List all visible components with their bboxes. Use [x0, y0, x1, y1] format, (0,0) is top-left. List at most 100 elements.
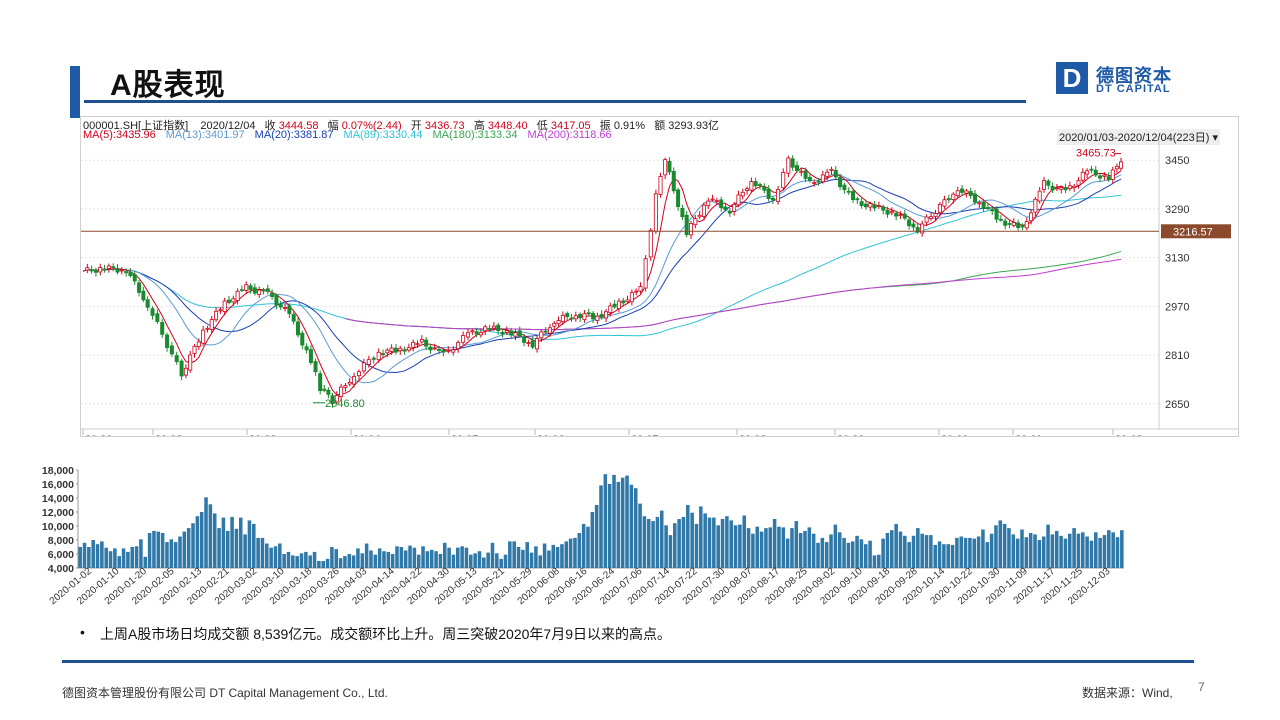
- dropdown-arrow-icon[interactable]: ▾: [1212, 132, 1218, 144]
- volume-bar: [946, 544, 950, 568]
- candle-body: [330, 395, 335, 405]
- volume-bar: [169, 539, 174, 568]
- volume-bar: [599, 485, 603, 568]
- candle-body: [794, 165, 799, 172]
- volume-bar: [482, 557, 486, 568]
- volume-bar: [273, 546, 278, 568]
- ma-legend-item: MA(89):3330.44: [343, 129, 423, 141]
- volume-bar: [568, 538, 573, 568]
- volume-bar: [916, 528, 920, 568]
- volume-bar: [373, 554, 378, 568]
- candle-body: [226, 299, 231, 303]
- candle-body: [770, 197, 775, 201]
- volume-bar: [716, 525, 720, 568]
- date-range-selector[interactable]: 2020/01/03-2020/12/04(223日) ▾: [1056, 129, 1220, 145]
- ma89-line: [82, 194, 1122, 340]
- candle-body: [141, 290, 146, 301]
- volume-bar: [286, 551, 291, 568]
- candle-body: [89, 269, 94, 272]
- candle-body: [461, 335, 466, 343]
- info-amp: 0.91%: [613, 120, 646, 132]
- kline-x-tick: 20.01: [85, 434, 113, 436]
- volume-bar: [82, 542, 87, 568]
- volume-bar: [434, 551, 438, 568]
- date-range-text: 2020/01/03-2020/12/04(223日): [1058, 132, 1210, 144]
- candle-body: [745, 188, 750, 191]
- candle-body: [803, 170, 808, 179]
- volume-bar: [182, 531, 187, 568]
- candle-body: [347, 381, 352, 385]
- volume-bar: [968, 537, 972, 568]
- candle-body: [753, 181, 758, 187]
- candle-body: [201, 329, 206, 344]
- candle-body: [985, 207, 990, 209]
- volume-bar: [408, 545, 412, 568]
- candle-body: [406, 347, 411, 351]
- volume-bar: [252, 523, 256, 568]
- candle-body: [846, 190, 851, 193]
- candle-body: [352, 375, 357, 385]
- candle-body: [361, 362, 366, 372]
- candle-body: [474, 331, 479, 335]
- page-number: 7: [1198, 680, 1205, 694]
- volume-bar: [360, 553, 365, 568]
- candle-body: [252, 287, 257, 294]
- candle-body: [366, 359, 371, 365]
- candle-body: [244, 284, 249, 291]
- volume-bar: [751, 533, 755, 568]
- volume-bar: [555, 547, 560, 568]
- candlestick-chart: 3450 3290 3130 2970 2810 2650 20.01 20.02 20.03 2…: [81, 141, 1238, 436]
- info-change-label: 幅: [327, 120, 339, 132]
- volume-bar: [351, 555, 356, 568]
- volume-bar: [1050, 534, 1055, 568]
- candle-body: [313, 361, 318, 373]
- volume-bar: [785, 538, 790, 568]
- kline-y-tick: 2810: [1165, 350, 1189, 362]
- volume-bar: [212, 513, 217, 568]
- candle-body: [547, 327, 552, 334]
- candle-body: [569, 317, 574, 320]
- candle-body: [487, 328, 492, 330]
- candle-body: [994, 209, 999, 220]
- volume-bar: [542, 543, 547, 568]
- candle-body: [833, 169, 838, 178]
- volume-y-tick: 6,000: [48, 549, 74, 561]
- candle-body: [483, 326, 488, 332]
- volume-bar: [942, 544, 946, 568]
- volume-bar: [1081, 532, 1085, 568]
- volume-bar: [495, 553, 499, 568]
- candle-body: [326, 389, 331, 395]
- volume-bar: [547, 550, 551, 568]
- volume-bar: [616, 481, 621, 568]
- kline-info-line: 000001.SH[上证指数] 2020/12/04 收 3444.58 幅 0…: [83, 117, 719, 133]
- candle-body: [308, 349, 313, 363]
- volume-bar: [516, 547, 521, 568]
- ma20-line: [82, 178, 1122, 374]
- info-low-label: 低: [536, 120, 548, 132]
- info-close-label: 收: [264, 120, 276, 132]
- candle-body: [356, 371, 361, 377]
- candle-body: [93, 269, 98, 273]
- candle-body: [714, 200, 719, 203]
- volume-bar: [824, 542, 829, 568]
- volume-bar: [299, 553, 304, 568]
- candle-body: [517, 330, 522, 337]
- candle-body: [1016, 222, 1021, 228]
- volume-bar: [742, 515, 746, 568]
- candle-body: [222, 300, 227, 312]
- candle-body: [119, 269, 124, 272]
- volume-bar: [1098, 537, 1102, 568]
- candle-body: [1072, 185, 1077, 189]
- candle-body: [556, 320, 561, 325]
- volume-bar: [1007, 528, 1011, 568]
- candle-body: [522, 336, 527, 343]
- candle-body: [85, 267, 90, 271]
- volume-bar: [1076, 533, 1081, 568]
- ma180-line: [345, 250, 1122, 331]
- info-high-label: 高: [473, 120, 485, 132]
- candle-body: [1089, 168, 1094, 171]
- candle-body: [684, 214, 689, 236]
- volume-bar: [204, 497, 208, 568]
- volume-bar: [655, 516, 660, 568]
- candle-body: [671, 170, 676, 192]
